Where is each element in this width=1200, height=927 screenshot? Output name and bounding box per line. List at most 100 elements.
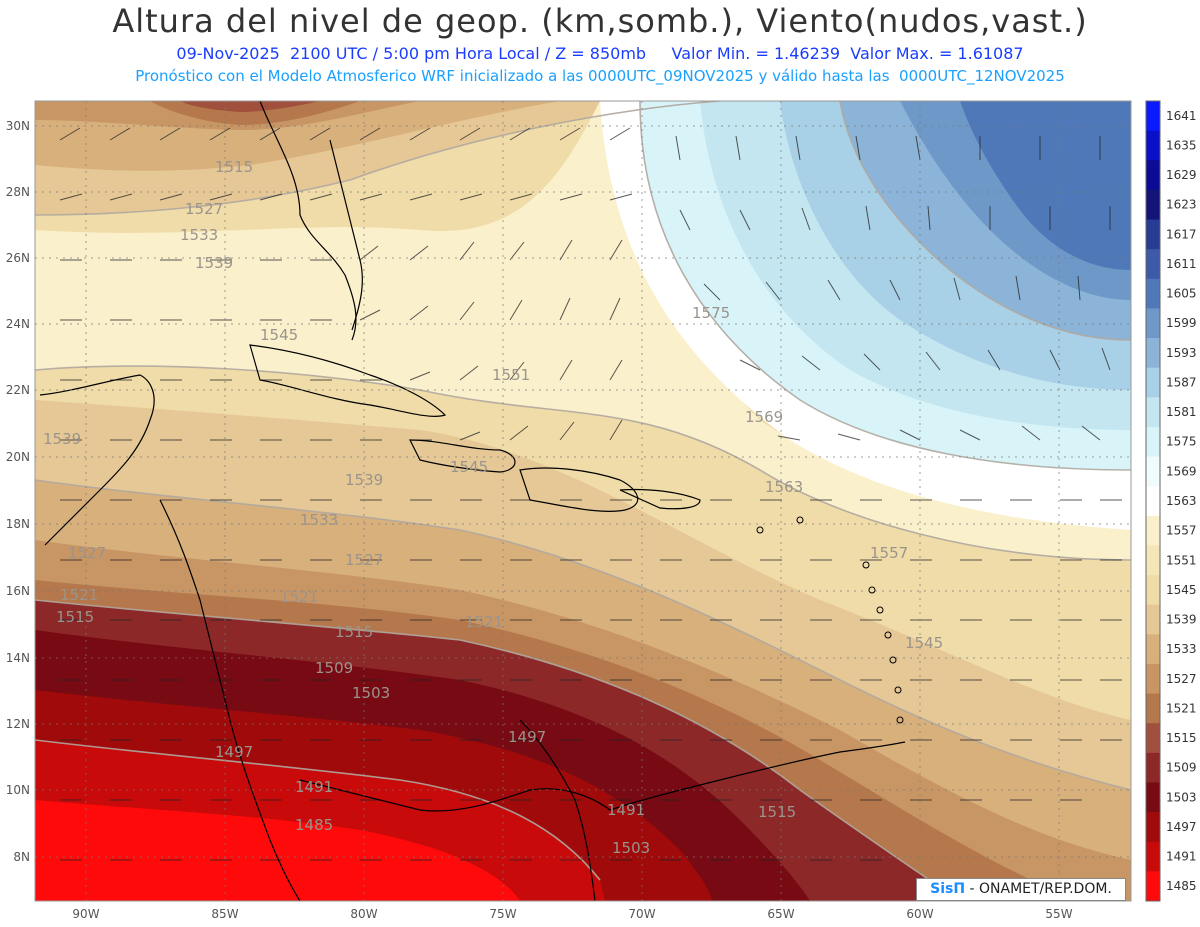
colorbar-label: 1545 <box>1166 583 1197 597</box>
lat-label: 28N <box>6 185 30 199</box>
colorbar-frame <box>1145 100 1161 902</box>
colorbar-label: 1575 <box>1166 435 1197 449</box>
contour-label: 1515 <box>56 608 94 626</box>
colorbar-label: 1599 <box>1166 316 1197 330</box>
colorbar-swatch <box>1146 634 1160 665</box>
colorbar-swatch <box>1146 367 1160 398</box>
lat-label: 12N <box>6 717 30 731</box>
colorbar-label: 1641 <box>1166 109 1197 123</box>
map-subtitle-time: 09-Nov-2025 2100 UTC / 5:00 pm Hora Loca… <box>176 44 1024 63</box>
colorbar-swatch <box>1146 575 1160 606</box>
colorbar-label: 1515 <box>1166 731 1197 745</box>
colorbar-label: 1623 <box>1166 198 1197 212</box>
contour-label: 1575 <box>692 304 730 322</box>
colorbar-swatch <box>1146 604 1160 635</box>
lat-label: 26N <box>6 251 30 265</box>
coastlines <box>39 101 906 901</box>
colorbar-label: 1491 <box>1166 850 1197 864</box>
colorbar-label: 1635 <box>1166 138 1197 152</box>
lat-label: 18N <box>6 517 30 531</box>
lon-label: 70W <box>628 907 655 921</box>
colorbar-swatch <box>1146 338 1160 369</box>
colorbar-label: 1569 <box>1166 464 1197 478</box>
colorbar-swatch <box>1146 812 1160 843</box>
contour-label: 1527 <box>345 551 383 569</box>
contour-label: 1515 <box>215 158 253 176</box>
contour-label: 1545 <box>905 634 943 652</box>
contour-label: 1545 <box>450 458 488 476</box>
colorbar-label: 1563 <box>1166 494 1197 508</box>
brand-logo: SisΠ <box>930 881 966 897</box>
contour-label: 1533 <box>300 511 338 529</box>
colorbar-swatch <box>1146 397 1160 428</box>
lon-label: 55W <box>1045 907 1072 921</box>
contour-label: 1551 <box>492 366 530 384</box>
contour-label: 1545 <box>260 326 298 344</box>
contour-label: 1503 <box>612 839 650 857</box>
colorbar-label: 1521 <box>1166 701 1197 715</box>
colorbar-label: 1551 <box>1166 553 1197 567</box>
colorbar-swatch <box>1146 101 1160 132</box>
map-frame <box>34 100 1132 902</box>
colorbar-swatch <box>1146 782 1160 813</box>
map-subtitle-model: Pronóstico con el Modelo Atmosferico WRF… <box>135 67 1065 85</box>
lat-label: 8N <box>13 850 30 864</box>
contour-labels: 1515 1527 1533 1539 1545 1551 1545 1539 … <box>43 158 943 857</box>
contour-label: 1521 <box>465 613 503 631</box>
lon-label: 85W <box>211 907 238 921</box>
colorbar-label: 1527 <box>1166 672 1197 686</box>
contour-label: 1497 <box>508 728 546 746</box>
lon-label: 90W <box>72 907 99 921</box>
colorbar-label: 1581 <box>1166 405 1197 419</box>
colorbar-swatch <box>1146 189 1160 221</box>
lon-label: 80W <box>350 907 377 921</box>
contour-label: 1539 <box>195 254 233 272</box>
contour-label: 1533 <box>180 226 218 244</box>
lon-label: 65W <box>767 907 794 921</box>
lat-label: 30N <box>6 119 30 133</box>
colorbar-swatch <box>1146 871 1160 902</box>
colorbar-label: 1509 <box>1166 761 1197 775</box>
colorbar-swatch <box>1146 249 1160 280</box>
wind-barbs <box>59 127 1122 861</box>
colorbar-swatch <box>1146 308 1160 339</box>
colorbar-swatch <box>1146 426 1160 458</box>
colorbar-label: 1539 <box>1166 613 1197 627</box>
map-grid <box>35 101 1131 901</box>
colorbar-swatch <box>1146 752 1160 783</box>
contour-label: 1569 <box>745 408 783 426</box>
colorbar: 1641 1635 1629 1623 1617 1611 1605 1599 1593 1587… <box>1145 100 1197 902</box>
colorbar-label: 1593 <box>1166 346 1197 360</box>
colorbar-label: 1533 <box>1166 642 1197 656</box>
colorbar-swatch <box>1146 486 1160 517</box>
contour-label: 1515 <box>335 623 373 641</box>
lat-label: 22N <box>6 383 30 397</box>
contour-label: 1503 <box>352 684 390 702</box>
colorbar-swatch <box>1146 219 1160 250</box>
colorbar-label: 1485 <box>1166 879 1197 893</box>
colorbar-label: 1497 <box>1166 820 1197 834</box>
colorbar-label: 1503 <box>1166 790 1197 804</box>
map-field: 1515 1527 1533 1539 1545 1551 1545 1539 … <box>35 101 1131 901</box>
lat-label: 10N <box>6 783 30 797</box>
lat-label: 24N <box>6 317 30 331</box>
lon-axis: 90W 85W 80W 75W 70W 65W 60W 55W <box>72 907 1072 921</box>
colorbar-swatch <box>1146 278 1160 309</box>
colorbar-swatch <box>1146 841 1160 872</box>
contour-label: 1509 <box>315 659 353 677</box>
contour-label: 1497 <box>215 743 253 761</box>
contour-label: 1491 <box>295 778 333 796</box>
colorbar-swatch <box>1146 515 1160 546</box>
contour-label: 1557 <box>870 544 908 562</box>
credit-box: SisΠ - ONAMET/REP.DOM. <box>916 878 1126 901</box>
contour-label: 1485 <box>295 816 333 834</box>
credit-text: - ONAMET/REP.DOM. <box>969 881 1112 897</box>
colorbar-label: 1557 <box>1166 524 1197 538</box>
colorbar-swatch <box>1146 545 1160 576</box>
contour-label: 1527 <box>185 200 223 218</box>
contour-label: 1527 <box>68 544 106 562</box>
contour-label: 1521 <box>280 588 318 606</box>
contour-label: 1539 <box>43 430 81 448</box>
colorbar-swatch <box>1146 723 1160 754</box>
colorbar-swatch <box>1146 693 1160 724</box>
